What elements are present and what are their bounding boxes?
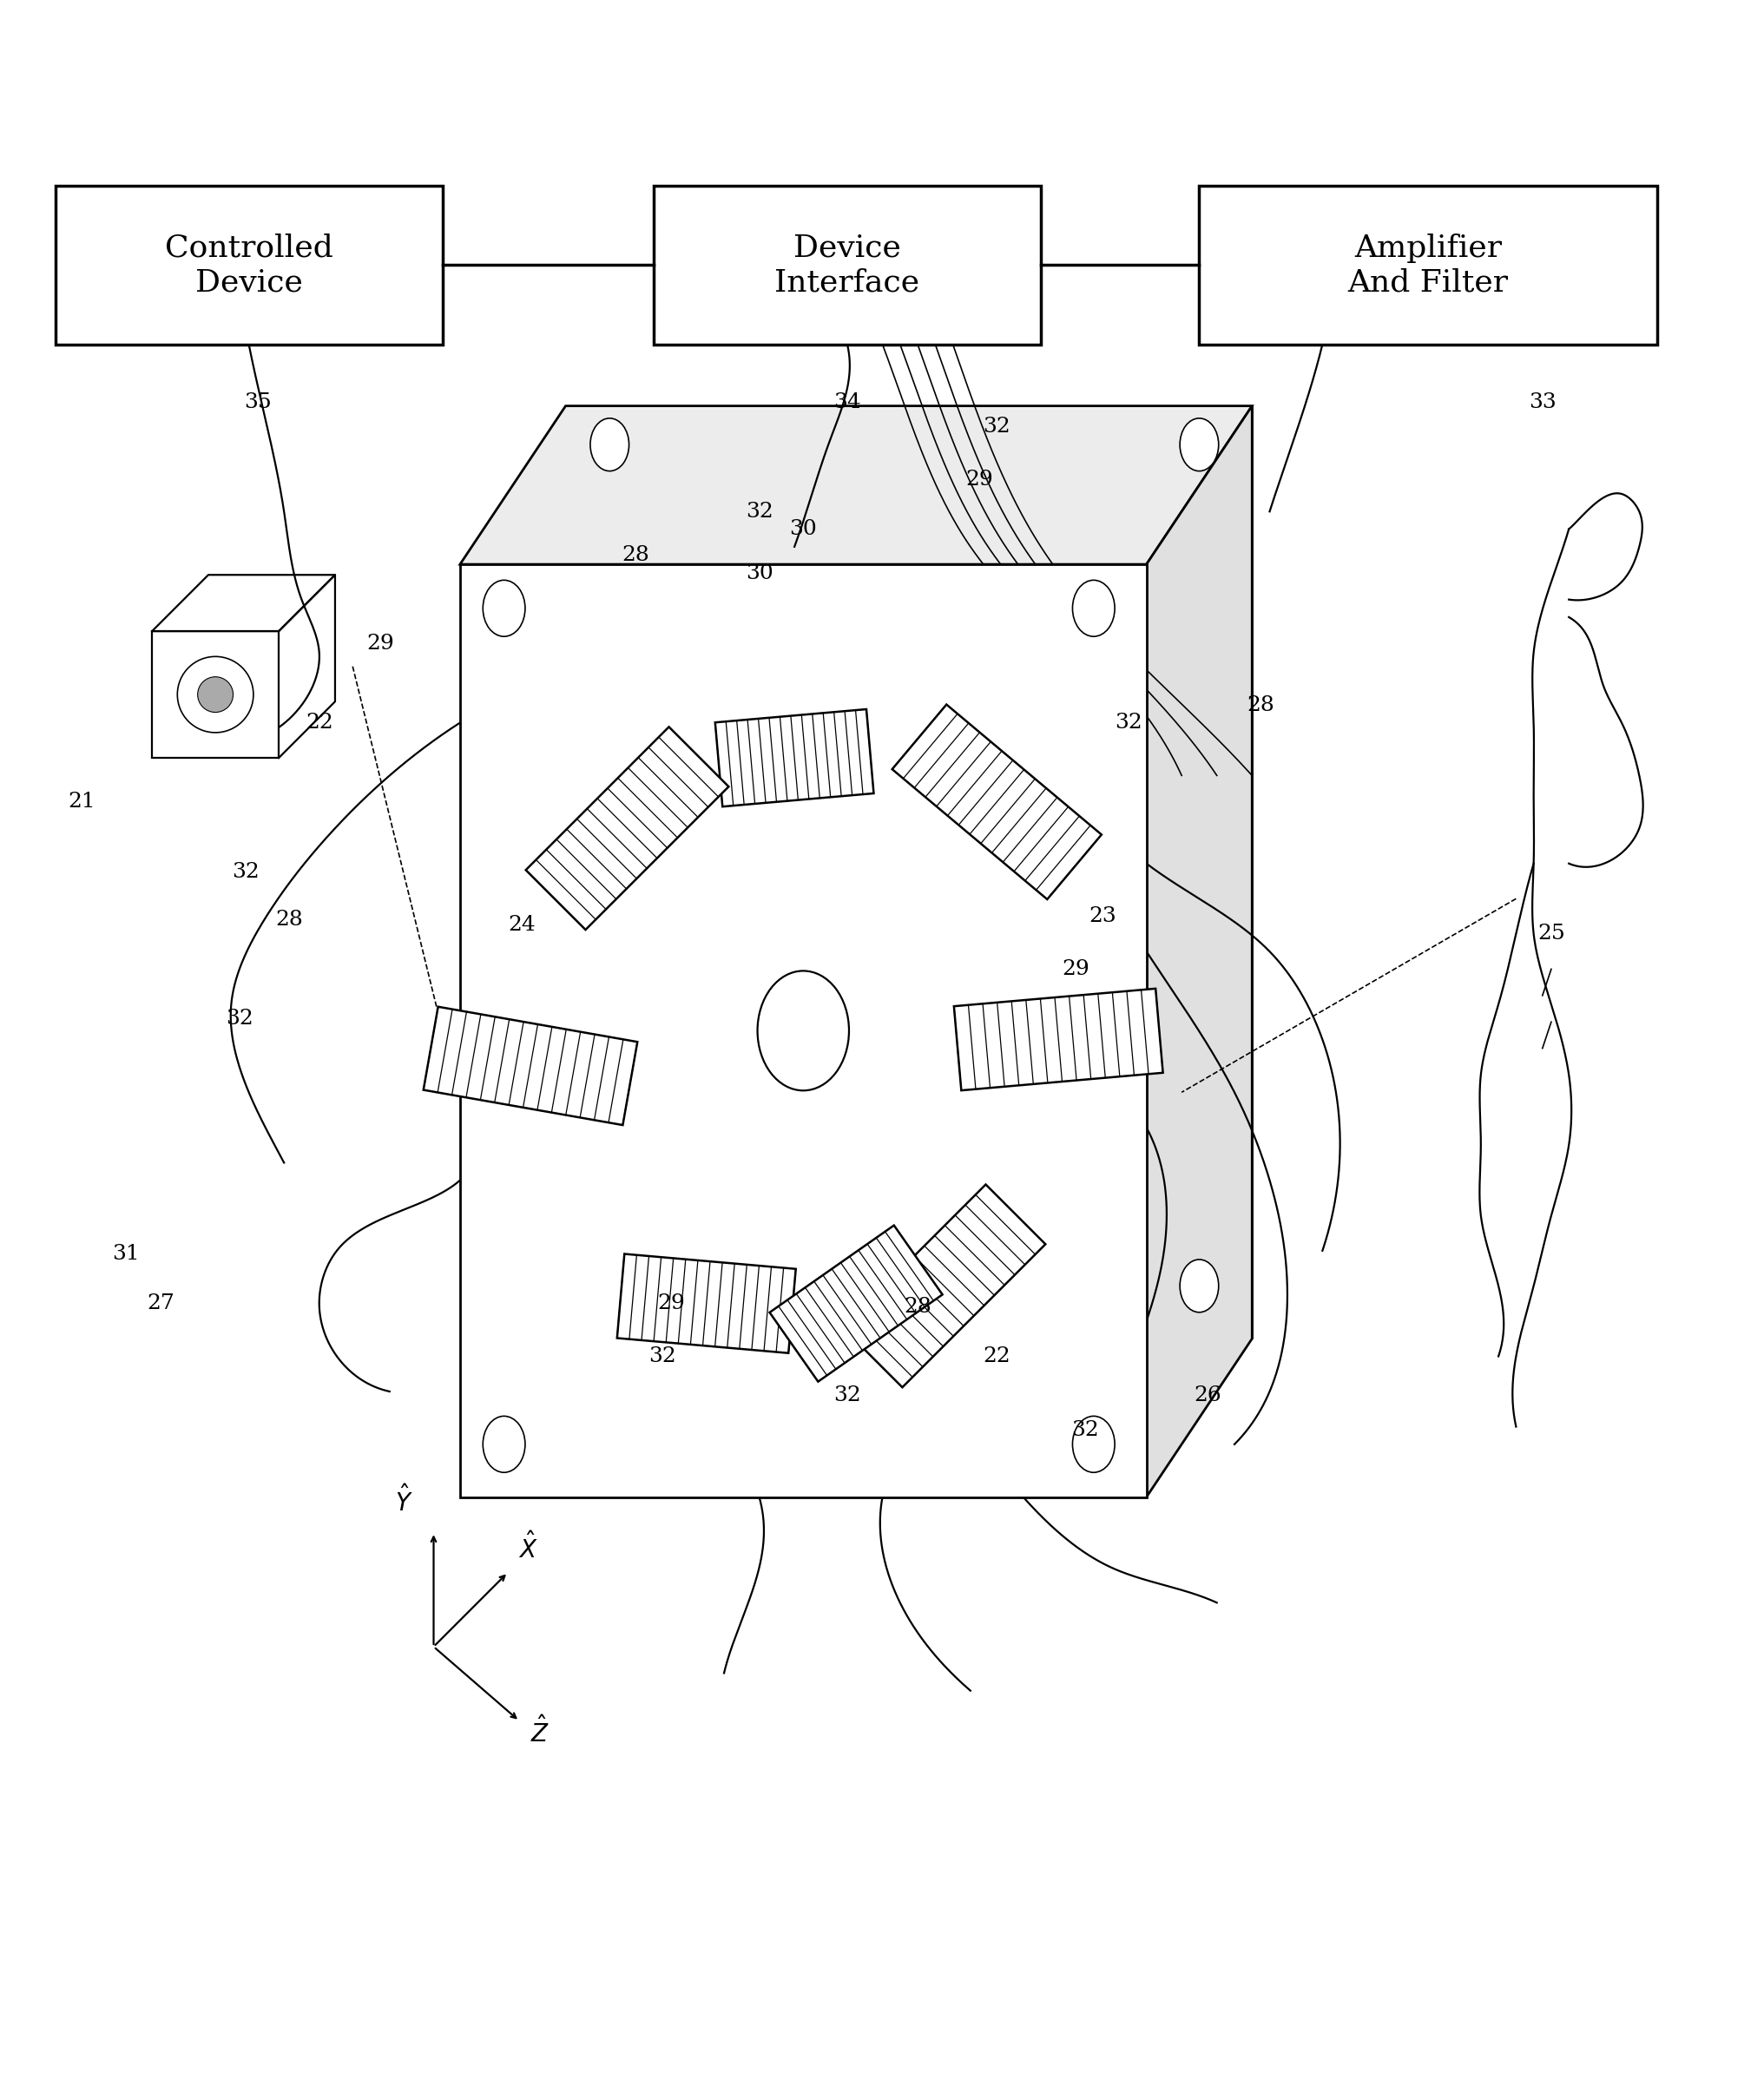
Text: 22: 22 [305, 713, 333, 732]
Ellipse shape [1073, 1416, 1115, 1472]
Text: $\hat{Y}$: $\hat{Y}$ [395, 1484, 413, 1516]
Ellipse shape [176, 657, 254, 732]
Text: 28: 28 [903, 1297, 931, 1316]
Text: Controlled
Device: Controlled Device [164, 233, 333, 297]
Text: 29: 29 [965, 470, 993, 491]
Polygon shape [954, 990, 1162, 1089]
Text: 34: 34 [833, 393, 861, 412]
Text: 32: 32 [744, 501, 773, 522]
Polygon shape [460, 563, 1147, 1497]
Text: 30: 30 [744, 563, 773, 582]
Text: 32: 32 [833, 1385, 861, 1405]
Ellipse shape [589, 418, 628, 472]
Text: 31: 31 [111, 1243, 139, 1264]
Ellipse shape [757, 971, 848, 1091]
Text: 29: 29 [658, 1293, 684, 1314]
Text: 33: 33 [1528, 393, 1556, 412]
Polygon shape [526, 728, 729, 929]
Text: 22: 22 [983, 1347, 1011, 1366]
Ellipse shape [198, 678, 233, 713]
Text: Device
Interface: Device Interface [774, 233, 919, 297]
Ellipse shape [483, 1416, 526, 1472]
Polygon shape [893, 705, 1101, 900]
Text: 32: 32 [226, 1008, 254, 1029]
FancyBboxPatch shape [653, 185, 1041, 345]
Text: 32: 32 [1071, 1420, 1097, 1441]
Text: 23: 23 [1088, 906, 1115, 927]
Polygon shape [1147, 405, 1251, 1497]
Text: 30: 30 [789, 520, 817, 538]
Text: 27: 27 [146, 1293, 175, 1314]
Text: 28: 28 [1247, 694, 1274, 715]
Polygon shape [564, 405, 1251, 1339]
FancyBboxPatch shape [55, 185, 443, 345]
Text: 28: 28 [623, 545, 649, 565]
Text: 24: 24 [508, 915, 534, 936]
Polygon shape [769, 1225, 942, 1383]
Polygon shape [460, 405, 1251, 563]
Ellipse shape [483, 580, 526, 636]
Text: Amplifier
And Filter: Amplifier And Filter [1348, 233, 1508, 297]
Ellipse shape [1180, 418, 1217, 472]
Text: $\hat{X}$: $\hat{X}$ [519, 1532, 538, 1563]
Polygon shape [841, 1185, 1044, 1387]
Text: 32: 32 [983, 418, 1011, 437]
Polygon shape [423, 1006, 637, 1125]
Text: 29: 29 [367, 634, 395, 653]
Text: 32: 32 [649, 1347, 676, 1366]
Text: 35: 35 [243, 393, 272, 412]
Ellipse shape [1073, 580, 1115, 636]
Text: 21: 21 [67, 792, 95, 813]
Ellipse shape [1180, 1260, 1217, 1312]
Text: 25: 25 [1536, 923, 1565, 944]
Text: $\hat{Z}$: $\hat{Z}$ [529, 1715, 549, 1746]
Text: 28: 28 [275, 911, 303, 929]
Text: 32: 32 [231, 863, 259, 881]
FancyBboxPatch shape [1200, 185, 1656, 345]
Polygon shape [617, 1254, 796, 1353]
Text: 32: 32 [1115, 713, 1141, 732]
Text: 26: 26 [1194, 1385, 1221, 1405]
Text: 29: 29 [1062, 958, 1090, 979]
Polygon shape [152, 632, 279, 759]
Polygon shape [714, 709, 873, 807]
